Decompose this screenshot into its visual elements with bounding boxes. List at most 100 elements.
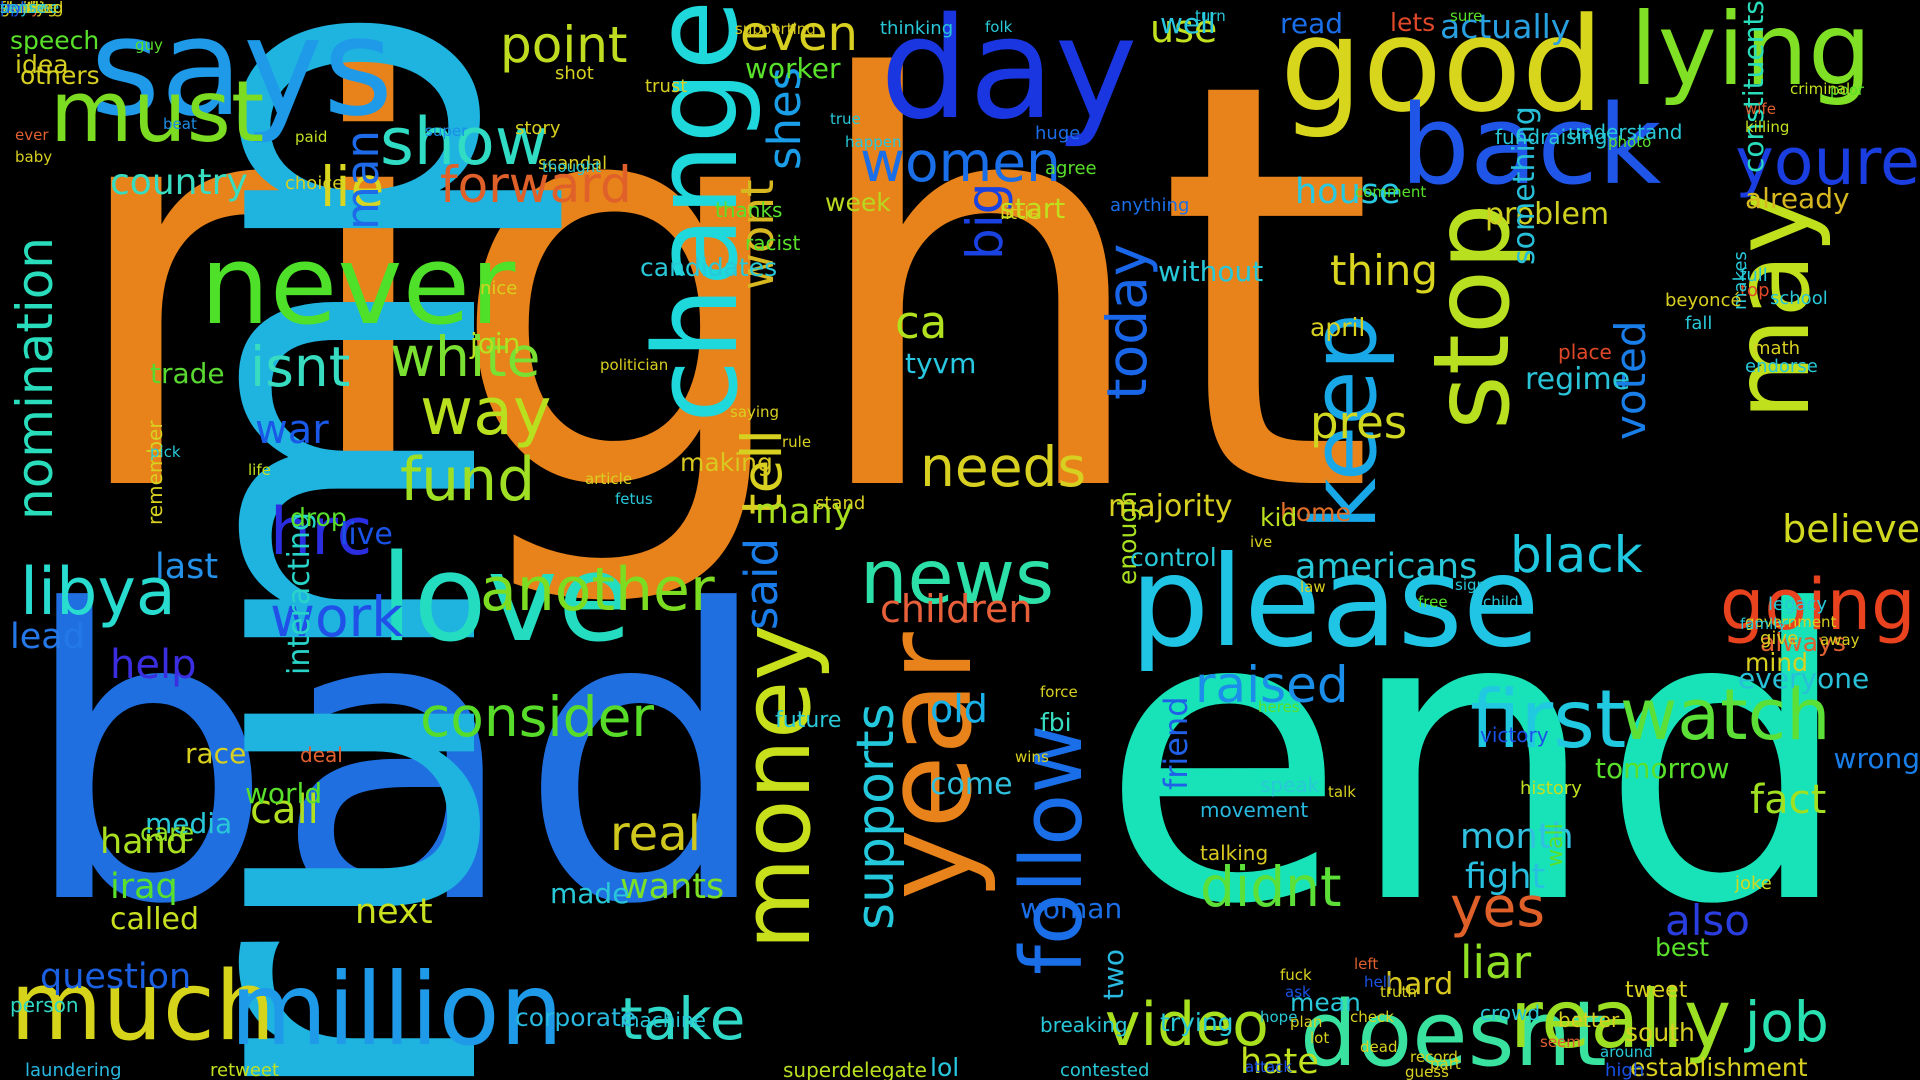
word-next: next bbox=[355, 892, 433, 932]
word-poor: poor bbox=[1830, 81, 1865, 99]
word-high: high bbox=[1605, 1060, 1645, 1080]
word-life: life bbox=[248, 461, 271, 479]
word-hope: hope bbox=[1260, 1008, 1298, 1026]
word-killing: killing bbox=[1745, 118, 1790, 136]
word-actually: actually bbox=[1440, 7, 1571, 46]
word-home: home bbox=[1280, 498, 1351, 527]
word-women: women bbox=[860, 130, 1061, 194]
word-wall: wall bbox=[1543, 823, 1568, 867]
word-point: point bbox=[500, 16, 628, 74]
word-guess: guess bbox=[1405, 1063, 1449, 1080]
word-speech: speech bbox=[10, 26, 100, 55]
word-victory: victory bbox=[1480, 723, 1549, 747]
word-baby: baby bbox=[15, 148, 53, 166]
word-nice: nice bbox=[480, 278, 518, 299]
word-top: top bbox=[1740, 280, 1770, 301]
word-man: man bbox=[336, 130, 389, 230]
word-also: also bbox=[1665, 896, 1750, 945]
word-history: history bbox=[1520, 778, 1582, 799]
word-force: force bbox=[1040, 683, 1078, 701]
word-trust: trust bbox=[645, 76, 688, 97]
word-right: right bbox=[60, 0, 1376, 616]
word-sign: sign bbox=[1455, 576, 1487, 594]
word-everyone: everyone bbox=[1738, 662, 1870, 695]
word-anything: anything bbox=[1110, 195, 1190, 216]
word-lying: lying bbox=[1630, 0, 1872, 108]
word-never: never bbox=[200, 221, 516, 349]
word-fight: fight bbox=[1465, 857, 1546, 897]
word-please: please bbox=[1130, 530, 1540, 675]
word-stand: stand bbox=[815, 493, 866, 514]
word-white: white bbox=[390, 325, 541, 389]
word-americans: americans bbox=[1295, 547, 1478, 587]
word-seem: seem bbox=[1540, 1033, 1581, 1051]
word-hate: hate bbox=[1240, 1042, 1319, 1080]
word-crowd: crowd bbox=[1480, 1001, 1541, 1025]
word-video: video bbox=[1105, 990, 1269, 1060]
word-thinking: thinking bbox=[880, 18, 954, 39]
word-speak: speak bbox=[1260, 773, 1320, 797]
word-shot: shot bbox=[555, 63, 594, 84]
word-huge: huge bbox=[1035, 123, 1081, 144]
word-dead: dead bbox=[1360, 1038, 1398, 1056]
word-trying: trying bbox=[1160, 1008, 1234, 1037]
word-much: much bbox=[10, 952, 276, 1062]
word-old: old bbox=[930, 687, 988, 731]
word-question: question bbox=[40, 957, 192, 997]
word-tyvm: tyvm bbox=[905, 347, 977, 380]
word-superdelegate: superdelegate bbox=[783, 1058, 927, 1080]
word-making: making bbox=[680, 448, 773, 477]
word-watch: watch bbox=[1620, 674, 1831, 756]
word-hard: hard bbox=[1385, 967, 1454, 1002]
word-away: away bbox=[1820, 631, 1860, 649]
word-needs: needs bbox=[920, 435, 1087, 499]
word-try: try bbox=[0, 0, 23, 17]
word-hand: hand bbox=[100, 822, 189, 862]
word-liar: liar bbox=[1460, 936, 1532, 989]
word-interacting: interacting bbox=[282, 512, 317, 675]
word-run: run bbox=[0, 0, 27, 17]
word-hell: hell bbox=[1364, 973, 1392, 991]
word-youre: youre bbox=[1735, 125, 1920, 200]
word-wife: wife bbox=[1745, 100, 1776, 118]
word-paid: paid bbox=[295, 128, 328, 146]
word-lead: lead bbox=[10, 617, 85, 657]
word-choice: choice bbox=[285, 173, 344, 194]
word-tweet: tweet bbox=[1625, 978, 1688, 1003]
word-take: take bbox=[620, 985, 746, 1053]
word-really: really bbox=[1510, 973, 1732, 1066]
word-problem: problem bbox=[1485, 197, 1610, 232]
word-didnt: didnt bbox=[1200, 855, 1342, 919]
word-real: real bbox=[610, 806, 701, 862]
word-control: control bbox=[1130, 543, 1217, 572]
word-wrong: wrong bbox=[1833, 742, 1920, 775]
word-around: around bbox=[1600, 1043, 1653, 1061]
word-lost: lost bbox=[0, 0, 29, 17]
word-lie: lie bbox=[320, 155, 385, 219]
word-friend: friend bbox=[1157, 696, 1195, 790]
word-guy: guy bbox=[135, 36, 163, 54]
word-thing: thing bbox=[1330, 246, 1439, 295]
word-good: good bbox=[1280, 0, 1605, 141]
word-called: called bbox=[110, 902, 200, 937]
word-wins: wins bbox=[1015, 748, 1049, 766]
word-lets: lets bbox=[1390, 8, 1436, 37]
word-corporate: corporate bbox=[515, 1003, 637, 1032]
word-south: south bbox=[1625, 1018, 1695, 1047]
word-family: family bbox=[1740, 615, 1787, 633]
word-constituents: constituents bbox=[1737, 0, 1770, 173]
word-live: live bbox=[340, 517, 393, 552]
word-racist: racist bbox=[745, 231, 801, 255]
word-join: join bbox=[470, 327, 521, 360]
word-talk: talk bbox=[1328, 783, 1356, 801]
word-use: use bbox=[1150, 7, 1218, 51]
word-politician: politician bbox=[600, 356, 669, 374]
word-best: best bbox=[1655, 933, 1710, 962]
word-well: well bbox=[1160, 7, 1216, 40]
word-two: two bbox=[1097, 948, 1130, 1000]
word-lol: lol bbox=[930, 1053, 960, 1080]
word-fuck: fuck bbox=[1280, 966, 1312, 984]
word-race: race bbox=[185, 737, 247, 770]
word-clear: clear bbox=[0, 0, 40, 17]
word-sorry: sorry bbox=[0, 0, 41, 17]
